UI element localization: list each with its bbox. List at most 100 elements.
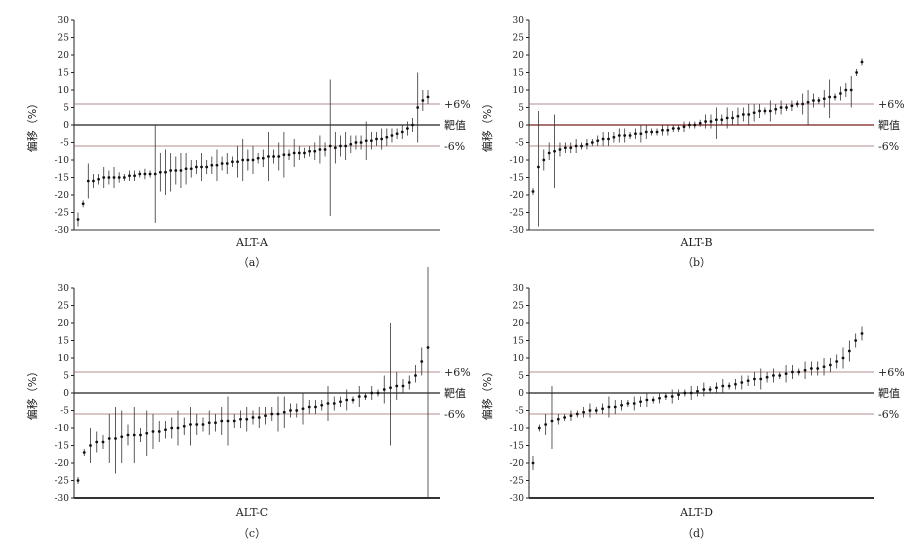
data-point-b: [747, 104, 751, 125]
data-point-d: [550, 386, 554, 449]
data-point-a: [153, 125, 157, 223]
point-marker-a: [267, 155, 270, 158]
data-point-a: [117, 172, 121, 183]
data-point-d: [683, 389, 687, 397]
point-marker-b: [580, 144, 583, 148]
data-point-d: [531, 456, 535, 470]
data-point-c: [276, 396, 280, 432]
point-marker-b: [666, 128, 670, 132]
point-marker-a: [313, 149, 317, 153]
chart-a: 30 25 20 15 10 5 0 -5 -10 -15 -20 -25 -30 +6% 靶值 -6% 偏移（…: [25, 16, 471, 269]
data-point-a: [385, 128, 389, 146]
data-point-b: [817, 97, 821, 104]
point-marker-d: [721, 384, 725, 388]
y-tick-label-d: 10: [513, 354, 525, 364]
data-point-b: [607, 132, 610, 146]
point-marker-b: [779, 106, 783, 109]
y-axis-label-a: 偏移（%）: [25, 98, 39, 152]
data-point-c: [395, 372, 399, 400]
ref-label-c-2: -6%: [444, 408, 465, 421]
data-point-c: [314, 400, 317, 414]
point-marker-d: [759, 377, 763, 381]
data-point-b: [553, 114, 556, 188]
data-point-a: [102, 167, 106, 188]
point-marker-a: [194, 165, 198, 169]
point-marker-b: [785, 106, 788, 109]
point-marker-d: [809, 367, 813, 370]
point-marker-a: [369, 139, 373, 143]
data-point-c: [76, 477, 80, 484]
point-marker-b: [623, 134, 627, 137]
point-marker-b: [590, 141, 594, 144]
y-tick-label-c: -30: [55, 494, 70, 504]
y-tick-label-a: 10: [58, 86, 70, 96]
data-point-d: [556, 414, 560, 425]
y-tick-label-b: 15: [513, 69, 525, 79]
point-marker-d: [828, 363, 832, 367]
point-marker-b: [817, 99, 821, 102]
data-point-c: [282, 396, 286, 428]
data-point-c: [251, 410, 255, 425]
point-marker-b: [617, 134, 621, 137]
point-marker-b: [698, 121, 702, 125]
data-point-d: [569, 410, 573, 421]
data-point-a: [303, 147, 306, 159]
point-marker-d: [696, 389, 699, 393]
data-point-a: [364, 121, 368, 160]
point-marker-a: [97, 177, 100, 181]
point-marker-c: [132, 433, 136, 437]
data-point-b: [736, 107, 740, 125]
point-marker-b: [553, 149, 556, 153]
point-marker-c: [182, 424, 186, 428]
point-marker-d: [847, 349, 851, 353]
point-marker-d: [563, 416, 567, 419]
data-point-b: [774, 104, 778, 115]
point-marker-a: [297, 151, 301, 155]
data-point-a: [297, 146, 301, 160]
point-marker-b: [704, 120, 707, 123]
data-point-b: [725, 107, 729, 129]
point-marker-c: [339, 400, 342, 404]
point-marker-a: [148, 172, 152, 176]
data-point-a: [236, 146, 239, 178]
panel-c: 30 25 20 15 10 5 0 -5 -10 -15 -20 -25 -30 +6% 靶值 -6% 偏移（…: [0, 267, 471, 546]
point-marker-c: [145, 431, 149, 435]
data-point-d: [759, 368, 763, 390]
data-point-a: [241, 139, 245, 181]
data-point-b: [720, 114, 724, 125]
data-point-a: [220, 156, 224, 171]
point-marker-c: [282, 410, 286, 414]
point-marker-c: [401, 384, 405, 388]
data-point-c: [420, 347, 424, 376]
data-point-c: [389, 323, 392, 446]
y-axis-label-d: 偏移（%）: [480, 366, 494, 420]
point-marker-d: [639, 400, 642, 404]
y-tick-label-c: 25: [58, 302, 70, 312]
data-point-a: [138, 170, 142, 178]
data-point-a: [261, 149, 265, 167]
point-marker-d: [531, 461, 535, 465]
data-point-d: [809, 361, 813, 376]
point-marker-a: [174, 169, 178, 172]
data-point-b: [536, 111, 540, 227]
data-point-a: [86, 163, 90, 199]
data-point-d: [582, 407, 586, 418]
data-point-b: [833, 93, 837, 101]
y-tick-label-c: -20: [55, 459, 70, 469]
y-tick-label-a: -5: [60, 139, 69, 149]
data-point-d: [847, 340, 851, 362]
data-point-a: [349, 135, 353, 153]
point-marker-a: [76, 218, 80, 221]
point-marker-b: [634, 132, 637, 136]
data-point-a: [184, 153, 188, 185]
data-point-b: [779, 100, 783, 115]
point-marker-a: [107, 176, 111, 179]
data-point-d: [721, 379, 725, 393]
data-point-b: [860, 58, 864, 66]
point-marker-b: [639, 132, 643, 136]
data-point-d: [746, 375, 750, 386]
data-point-b: [812, 93, 815, 108]
panel-label-b: （b）: [682, 256, 711, 269]
point-marker-d: [607, 405, 611, 409]
data-point-a: [313, 142, 317, 160]
